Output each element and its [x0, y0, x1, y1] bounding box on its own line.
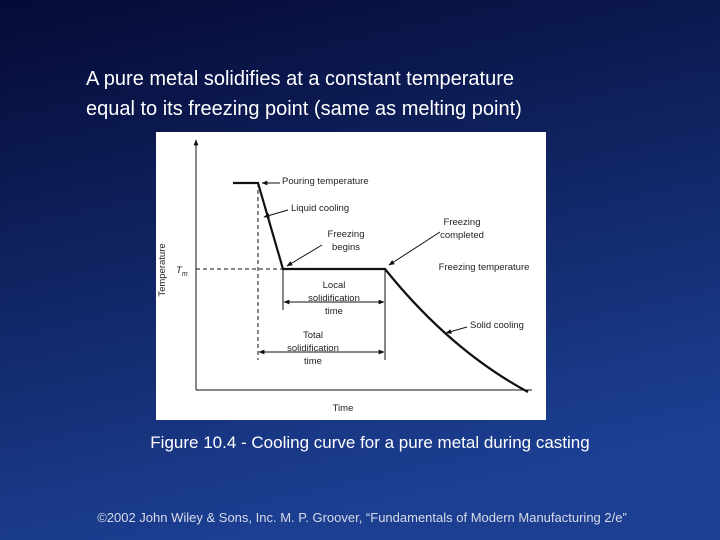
annotation: Total — [303, 330, 323, 341]
x-axis-label: Time — [333, 403, 354, 414]
heading-line: A pure metal solidifies at a constant te… — [86, 68, 514, 90]
annotations: Pouring temperature Liquid cooling Freezin… — [282, 176, 529, 367]
annotation: Freezing — [328, 229, 365, 240]
pointer — [445, 326, 468, 334]
figure-background — [156, 132, 546, 420]
annotation: time — [304, 356, 322, 367]
heading-line: equal to its freezing point (same as mel… — [86, 98, 522, 120]
annotation: Local — [323, 280, 346, 291]
pointer — [286, 244, 323, 267]
annotation: solidification — [287, 343, 339, 354]
annotation: time — [325, 306, 343, 317]
pointer — [263, 209, 289, 218]
footer: ©2002 John Wiley & Sons, Inc. M. P. Groo… — [97, 510, 627, 525]
annotation: Pouring temperature — [282, 176, 369, 187]
symbol-sub: m — [182, 271, 188, 278]
annotation: begins — [332, 242, 360, 253]
annotation: solidification — [308, 293, 360, 304]
caption: Figure 10.4 - Cooling curve for a pure m… — [150, 433, 589, 452]
annotation: Solid cooling — [470, 320, 524, 331]
tm-symbol: Tm — [176, 265, 188, 278]
pointer — [388, 231, 441, 266]
symbol-main: T — [176, 265, 183, 276]
annotation: Freezing — [444, 217, 481, 228]
y-axis-label: Temperature — [157, 243, 168, 296]
figure: Temperature Time Tm Pouring temperature L… — [156, 132, 546, 420]
annotation: completed — [440, 230, 484, 241]
annotation: Liquid cooling — [291, 203, 349, 214]
annotation: Freezing temperature — [439, 262, 530, 273]
